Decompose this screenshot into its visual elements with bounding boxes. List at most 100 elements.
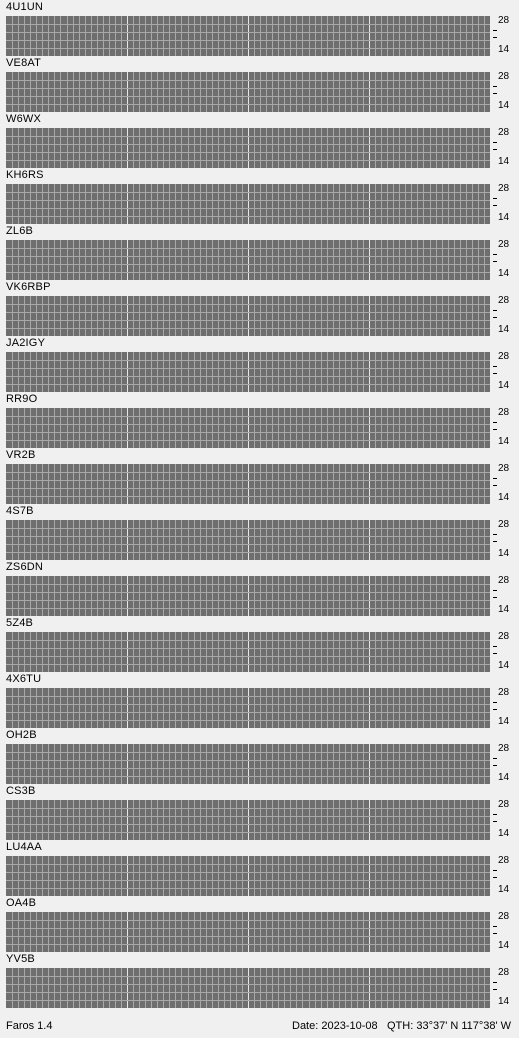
grid-canvas: [6, 800, 490, 840]
scale-label-bottom: 14: [498, 436, 510, 447]
scale-tick: [493, 758, 497, 759]
grid-canvas: [6, 912, 490, 952]
scale-tick: [493, 870, 497, 871]
scale-tick: [493, 597, 497, 598]
grid-canvas: [6, 240, 490, 280]
grid-canvas: [6, 464, 490, 504]
scale-tick: [493, 310, 497, 311]
propagation-grid: [6, 408, 490, 448]
app-version-label: Faros 1.4: [6, 1020, 53, 1032]
grid-canvas: [6, 576, 490, 616]
scale-tick: [493, 93, 497, 94]
beacon-callsign: OH2B: [6, 729, 37, 741]
band-scale: 28 14: [491, 71, 519, 112]
scale-tick: [493, 702, 497, 703]
band-scale: 28 14: [491, 239, 519, 280]
scale-tick: [493, 261, 497, 262]
scale-label-top: 28: [498, 967, 510, 978]
scale-tick: [493, 254, 497, 255]
scale-tick: [493, 373, 497, 374]
beacon-panel-yv5b: YV5B 28 14: [0, 952, 519, 1008]
band-scale: 28 14: [491, 15, 519, 56]
beacon-callsign: JA2IGY: [6, 337, 46, 349]
scale-tick: [493, 422, 497, 423]
beacon-panel-ve8at: VE8AT 28 14: [0, 56, 519, 112]
propagation-grid: [6, 16, 490, 56]
scale-label-top: 28: [498, 799, 510, 810]
band-scale: 28 14: [491, 687, 519, 728]
beacon-panel-zl6b: ZL6B 28 14: [0, 224, 519, 280]
scale-label-top: 28: [498, 183, 510, 194]
beacon-panel-rr9o: RR9O 28 14: [0, 392, 519, 448]
grid-canvas: [6, 968, 490, 1008]
scale-tick: [493, 485, 497, 486]
scale-label-top: 28: [498, 575, 510, 586]
beacon-callsign: 4U1UN: [6, 1, 44, 13]
beacon-panel-4x6tu: 4X6TU 28 14: [0, 672, 519, 728]
scale-label-top: 28: [498, 295, 510, 306]
scale-label-top: 28: [498, 743, 510, 754]
scale-label-top: 28: [498, 519, 510, 530]
scale-label-bottom: 14: [498, 268, 510, 279]
grid-canvas: [6, 352, 490, 392]
beacon-panel-ja2igy: JA2IGY 28 14: [0, 336, 519, 392]
beacon-panel-4u1un: 4U1UN 28 14: [0, 0, 519, 56]
propagation-grid: [6, 688, 490, 728]
scale-label-top: 28: [498, 911, 510, 922]
scale-tick: [493, 646, 497, 647]
beacon-panel-cs3b: CS3B 28 14: [0, 784, 519, 840]
propagation-grid: [6, 184, 490, 224]
beacon-callsign: CS3B: [6, 785, 36, 797]
beacon-panel-kh6rs: KH6RS 28 14: [0, 168, 519, 224]
beacon-panel-w6wx: W6WX 28 14: [0, 112, 519, 168]
beacon-callsign: RR9O: [6, 393, 38, 405]
scale-tick: [493, 429, 497, 430]
beacon-panel-oh2b: OH2B 28 14: [0, 728, 519, 784]
band-scale: 28 14: [491, 407, 519, 448]
scale-label-bottom: 14: [498, 492, 510, 503]
grid-canvas: [6, 744, 490, 784]
scale-label-bottom: 14: [498, 772, 510, 783]
scale-tick: [493, 205, 497, 206]
scale-label-top: 28: [498, 239, 510, 250]
band-scale: 28 14: [491, 463, 519, 504]
scale-label-bottom: 14: [498, 828, 510, 839]
scale-label-bottom: 14: [498, 324, 510, 335]
scale-label-top: 28: [498, 351, 510, 362]
scale-label-bottom: 14: [498, 44, 510, 55]
propagation-grid: [6, 912, 490, 952]
grid-canvas: [6, 296, 490, 336]
band-scale: 28 14: [491, 799, 519, 840]
scale-label-bottom: 14: [498, 212, 510, 223]
scale-tick: [493, 765, 497, 766]
scale-label-bottom: 14: [498, 660, 510, 671]
scale-label-bottom: 14: [498, 716, 510, 727]
scale-label-top: 28: [498, 15, 510, 26]
grid-canvas: [6, 520, 490, 560]
propagation-grid: [6, 576, 490, 616]
band-scale: 28 14: [491, 351, 519, 392]
scale-label-bottom: 14: [498, 940, 510, 951]
scale-tick: [493, 317, 497, 318]
scale-tick: [493, 989, 497, 990]
beacon-callsign: ZS6DN: [6, 561, 44, 573]
scale-tick: [493, 933, 497, 934]
beacon-callsign: OA4B: [6, 897, 37, 909]
band-scale: 28 14: [491, 631, 519, 672]
qth-location-label: QTH: 33°37' N 117°38' W: [387, 1020, 512, 1032]
scale-tick: [493, 534, 497, 535]
scale-tick: [493, 709, 497, 710]
scale-tick: [493, 814, 497, 815]
grid-canvas: [6, 632, 490, 672]
scale-tick: [493, 86, 497, 87]
band-scale: 28 14: [491, 911, 519, 952]
beacon-callsign: YV5B: [6, 953, 35, 965]
grid-canvas: [6, 184, 490, 224]
band-scale: 28 14: [491, 519, 519, 560]
propagation-grid: [6, 856, 490, 896]
scale-tick: [493, 590, 497, 591]
propagation-grid: [6, 296, 490, 336]
propagation-grid: [6, 800, 490, 840]
beacon-callsign: ZL6B: [6, 225, 34, 237]
scale-tick: [493, 821, 497, 822]
